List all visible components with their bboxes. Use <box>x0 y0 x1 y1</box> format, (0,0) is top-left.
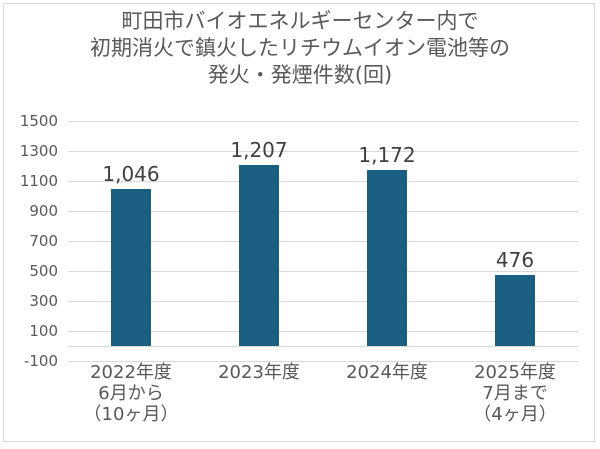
y-tick-label: 1300 <box>19 142 58 160</box>
title-line-2: 初期消火で鎮火したリチウムイオン電池等の <box>90 36 510 60</box>
x-label-2023: 2023年度 <box>218 362 300 383</box>
gridline-300 <box>68 301 578 302</box>
gridline-900 <box>68 211 578 212</box>
data-label-2024: 1,172 <box>358 143 416 167</box>
y-tick-label: 300 <box>29 292 58 310</box>
gridline-1300 <box>68 151 578 152</box>
bar-2023 <box>239 165 279 346</box>
chart-title: 町田市バイオエネルギーセンター内で 初期消火で鎮火したリチウムイオン電池等の 発… <box>0 8 600 89</box>
bar-2022 <box>111 189 151 346</box>
title-line-1: 町田市バイオエネルギーセンター内で <box>121 9 479 33</box>
x-label-2022: 2022年度 6月から （10ヶ月） <box>83 362 179 425</box>
gridline-500 <box>68 271 578 272</box>
x-label-2025: 2025年度 7月まで （4ヶ月） <box>473 362 557 425</box>
y-tick-label: 900 <box>29 202 58 220</box>
data-label-2022: 1,046 <box>102 162 160 186</box>
bar-2024 <box>367 170 407 346</box>
x-label-2024: 2024年度 <box>346 362 428 383</box>
title-line-3: 発火・発煙件数(回) <box>207 63 393 87</box>
gridline-1100 <box>68 181 578 182</box>
y-tick-label: -100 <box>23 352 58 370</box>
data-label-2025: 476 <box>495 248 535 272</box>
gridline-700 <box>68 241 578 242</box>
y-tick-label: 1500 <box>19 112 58 130</box>
gridline-0 <box>68 346 578 347</box>
gridline-minus100 <box>68 361 578 362</box>
bar-2025 <box>495 275 535 346</box>
gridline-1500 <box>68 121 578 122</box>
y-tick-label: 700 <box>29 232 58 250</box>
data-label-2023: 1,207 <box>230 138 288 162</box>
chart-frame <box>3 3 595 442</box>
y-tick-label: 100 <box>29 322 58 340</box>
gridline-100 <box>68 331 578 332</box>
y-tick-label: 1100 <box>19 172 58 190</box>
y-tick-label: 500 <box>29 262 58 280</box>
